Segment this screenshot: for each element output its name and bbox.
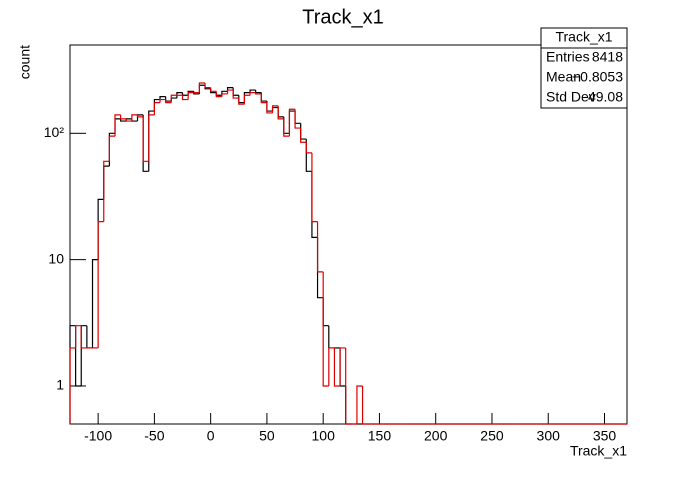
histogram-step bbox=[226, 89, 234, 94]
histogram-step bbox=[91, 259, 99, 348]
histogram-step bbox=[80, 325, 87, 349]
y-tick-label: 1 bbox=[56, 377, 64, 393]
histogram-step bbox=[114, 114, 121, 137]
histogram-step bbox=[69, 347, 76, 424]
x-tick-label: 100 bbox=[312, 428, 336, 444]
histogram-step bbox=[322, 271, 329, 387]
histogram-step bbox=[159, 98, 166, 103]
histogram-step bbox=[148, 114, 155, 162]
histogram-step bbox=[103, 160, 110, 222]
histogram-step bbox=[131, 114, 138, 122]
stats-value: 8418 bbox=[592, 49, 623, 65]
stats-label: Entries bbox=[546, 49, 590, 65]
histogram-step bbox=[165, 99, 172, 104]
histogram-step bbox=[215, 91, 222, 98]
stats-label: Std Dev bbox=[546, 89, 596, 105]
y-tick-label: 10² bbox=[44, 124, 65, 140]
histogram-step bbox=[249, 91, 256, 96]
x-tick-label: 350 bbox=[593, 428, 617, 444]
chart-title: Track_x1 bbox=[302, 6, 384, 28]
x-tick-label: 0 bbox=[207, 428, 215, 444]
histogram-step bbox=[339, 347, 346, 386]
histogram-step bbox=[305, 142, 312, 154]
x-tick-label: 250 bbox=[480, 428, 504, 444]
histogram-step bbox=[170, 94, 177, 103]
histogram-step bbox=[356, 385, 363, 424]
histogram-step bbox=[187, 91, 194, 100]
histogram-step bbox=[238, 98, 245, 105]
histogram-step bbox=[294, 109, 301, 129]
histogram-step bbox=[316, 221, 324, 273]
stats-box bbox=[540, 27, 628, 109]
histogram-step bbox=[266, 102, 273, 114]
histogram-step bbox=[210, 87, 217, 92]
histogram-step bbox=[198, 82, 206, 93]
x-tick-label: -50 bbox=[144, 428, 164, 444]
histogram-step bbox=[136, 114, 144, 118]
histogram-step bbox=[75, 325, 82, 348]
histogram-step bbox=[125, 118, 132, 122]
histogram-step bbox=[108, 135, 116, 162]
x-tick-label: 300 bbox=[537, 428, 561, 444]
histogram-step bbox=[153, 101, 161, 115]
x-axis-label: Track_x1 bbox=[570, 443, 627, 459]
histogram-step bbox=[300, 128, 307, 143]
histogram-step bbox=[255, 92, 262, 95]
histogram-step bbox=[142, 116, 149, 162]
x-tick-label: -100 bbox=[84, 428, 112, 444]
histogram-step bbox=[260, 93, 267, 104]
histogram-step bbox=[221, 93, 228, 97]
x-tick-label: 200 bbox=[424, 428, 448, 444]
histogram-step bbox=[288, 108, 296, 137]
histogram-step bbox=[283, 118, 290, 137]
histogram-step bbox=[243, 94, 251, 105]
x-tick-label: 50 bbox=[259, 428, 275, 444]
histogram-step bbox=[345, 347, 352, 425]
histogram-step bbox=[159, 96, 166, 100]
histogram-step bbox=[333, 347, 341, 387]
histogram-step bbox=[204, 83, 211, 89]
stats-value: −0.8053 bbox=[572, 69, 623, 85]
y-axis-label: count bbox=[17, 45, 33, 79]
histogram-step bbox=[176, 91, 183, 99]
histogram-step bbox=[120, 114, 127, 120]
histogram-step bbox=[271, 105, 279, 113]
histogram-step bbox=[328, 347, 335, 386]
y-tick-label: 10 bbox=[48, 250, 64, 266]
histogram-step bbox=[249, 89, 256, 93]
histogram-step bbox=[277, 105, 284, 120]
histogram-step bbox=[311, 152, 318, 223]
stats-title: Track_x1 bbox=[555, 29, 612, 45]
histogram-step bbox=[232, 90, 239, 99]
stats-value: 49.08 bbox=[588, 89, 623, 105]
stats-label: Mean bbox=[546, 69, 581, 85]
histogram-step bbox=[97, 221, 104, 348]
histogram-step bbox=[120, 118, 127, 122]
histogram-step bbox=[361, 385, 369, 425]
histogram-step bbox=[181, 95, 189, 101]
x-tick-label: 150 bbox=[368, 428, 392, 444]
